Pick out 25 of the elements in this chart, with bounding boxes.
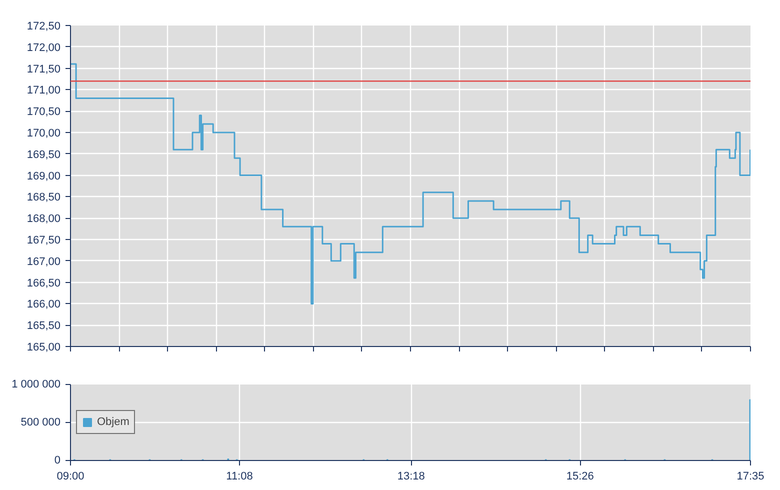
x-tick-label: 17:35 bbox=[736, 470, 764, 482]
y-tick-label: 166,00 bbox=[26, 298, 61, 311]
y-tick-label: 500 000 bbox=[20, 416, 61, 428]
x-tick-label: 11:08 bbox=[226, 470, 253, 482]
y-tick-label: 168,00 bbox=[26, 213, 61, 226]
y-tick-label: 172,00 bbox=[26, 42, 61, 54]
y-tick-label: 170,00 bbox=[26, 128, 61, 140]
y-tick-label: 1 000 000 bbox=[12, 378, 60, 390]
y-tick-label: 167,50 bbox=[26, 234, 61, 246]
legend-label: Objem bbox=[97, 416, 130, 428]
y-tick-label: 169,50 bbox=[26, 148, 61, 161]
y-tick-label: 170,50 bbox=[26, 106, 61, 118]
y-tick-label: 172,50 bbox=[26, 20, 61, 32]
y-tick-label: 166,50 bbox=[26, 277, 61, 290]
y-tick-label: 0 bbox=[54, 454, 61, 466]
y-tick-label: 165,50 bbox=[26, 320, 61, 332]
y-tick-label: 165,00 bbox=[26, 342, 61, 354]
x-tick-label: 13:18 bbox=[397, 470, 425, 482]
x-tick-label: 15:26 bbox=[566, 470, 594, 482]
y-tick-label: 171,00 bbox=[26, 84, 61, 97]
y-tick-label: 168,50 bbox=[26, 192, 61, 204]
x-tick-label: 09:00 bbox=[56, 470, 84, 482]
y-tick-label: 171,50 bbox=[26, 63, 61, 76]
y-tick-label: 169,00 bbox=[26, 170, 61, 182]
y-tick-label: 167,00 bbox=[26, 256, 61, 268]
